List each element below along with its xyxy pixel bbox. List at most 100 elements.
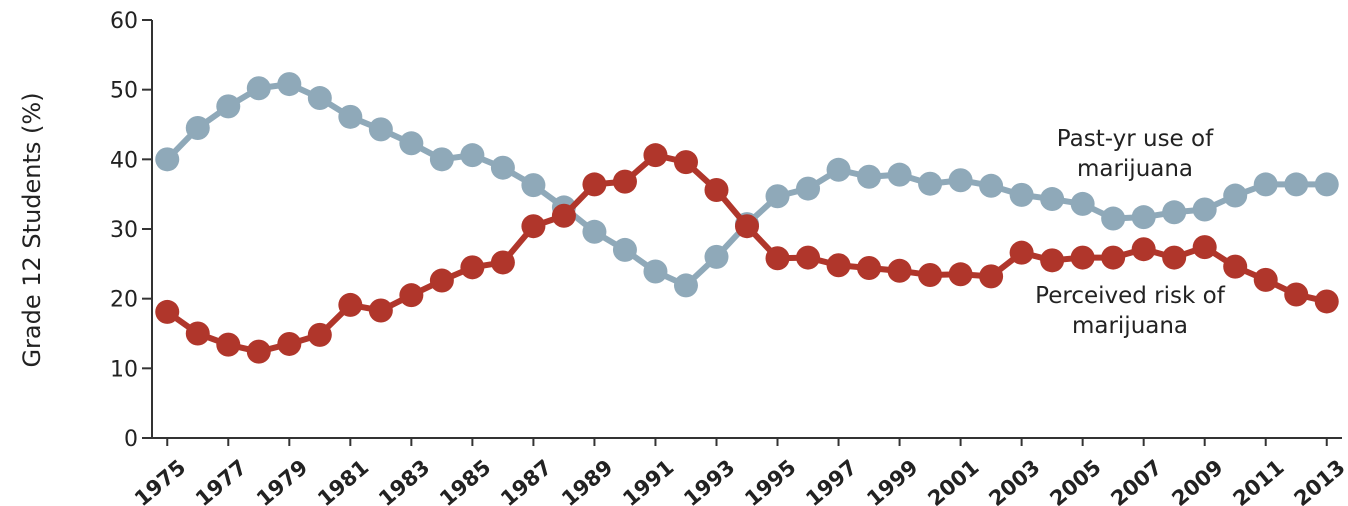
data-point — [155, 299, 180, 324]
y-tick-label: 0 — [124, 427, 138, 452]
data-point — [826, 157, 851, 182]
data-point — [429, 147, 454, 172]
data-point — [673, 273, 698, 298]
data-point — [826, 253, 851, 278]
data-point — [185, 115, 210, 140]
x-tick-label: 1985 — [435, 455, 495, 506]
data-point — [704, 244, 729, 269]
y-tick-label: 60 — [110, 9, 138, 34]
x-tick-label: 1983 — [374, 455, 434, 506]
data-point — [490, 250, 515, 275]
data-point — [521, 214, 546, 239]
data-point — [765, 184, 790, 209]
data-point — [277, 72, 302, 97]
x-tick-label: 1981 — [313, 455, 373, 506]
data-point — [735, 214, 759, 239]
data-point — [307, 322, 332, 347]
y-tick-label: 20 — [110, 288, 138, 313]
data-point — [979, 173, 1004, 198]
x-tick-label: 1991 — [618, 455, 678, 506]
data-point — [612, 169, 637, 194]
x-tick-label: 1999 — [862, 455, 922, 506]
data-point — [1314, 172, 1339, 197]
data-point — [612, 237, 637, 262]
series-label: Past-yr use of marijuana — [1056, 126, 1214, 182]
data-point — [460, 255, 485, 280]
data-point — [918, 171, 943, 196]
data-point — [1040, 248, 1065, 273]
x-tick-label: 1979 — [252, 455, 312, 506]
data-point — [338, 104, 363, 129]
data-point — [490, 155, 515, 180]
data-point — [918, 262, 943, 287]
data-point — [246, 339, 271, 364]
data-point — [643, 143, 668, 168]
data-point — [1070, 245, 1095, 270]
x-tick-label: 1987 — [496, 455, 556, 506]
x-tick-label: 2009 — [1167, 455, 1227, 506]
data-point — [399, 283, 424, 308]
data-point — [796, 176, 821, 201]
y-tick-label: 10 — [110, 357, 138, 382]
data-point — [155, 147, 180, 172]
data-point — [1284, 172, 1309, 197]
data-point — [1253, 267, 1278, 292]
data-point — [673, 150, 698, 175]
data-point — [582, 172, 607, 197]
data-point — [1314, 289, 1339, 314]
x-tick-label: 1975 — [130, 455, 190, 506]
data-point — [216, 94, 241, 119]
data-point — [887, 162, 912, 187]
data-point — [1223, 254, 1248, 279]
data-point — [948, 262, 973, 287]
x-tick-label: 2013 — [1290, 455, 1348, 506]
x-tick-label: 2007 — [1106, 455, 1166, 506]
x-tick-label: 2001 — [923, 455, 983, 506]
series-label: Perceived risk of marijuana — [1035, 283, 1225, 339]
x-tick-label: 1995 — [740, 455, 800, 506]
data-point — [216, 332, 241, 357]
data-point — [1223, 183, 1248, 208]
data-point — [1284, 282, 1309, 307]
y-tick-label: 40 — [110, 148, 138, 173]
data-point — [1101, 245, 1126, 270]
data-point — [1009, 182, 1034, 207]
data-point — [1131, 205, 1156, 230]
data-point — [1162, 245, 1187, 270]
data-point — [887, 258, 912, 283]
data-point — [185, 321, 210, 346]
data-point — [857, 256, 882, 281]
data-point — [1192, 235, 1217, 260]
y-tick-label: 50 — [110, 79, 138, 104]
data-point — [307, 86, 332, 111]
data-point — [338, 292, 363, 317]
data-point — [1040, 187, 1065, 212]
data-point — [582, 219, 607, 244]
y-axis-label: Grade 12 Students (%) — [18, 92, 46, 367]
data-point — [796, 245, 821, 270]
data-point — [1253, 172, 1278, 197]
data-point — [368, 117, 393, 142]
data-point — [1101, 206, 1126, 231]
x-tick-label: 1997 — [801, 455, 861, 506]
y-tick-label: 30 — [110, 218, 138, 243]
x-tick-label: 1977 — [191, 455, 251, 506]
data-point — [1162, 200, 1187, 225]
data-point — [704, 177, 729, 202]
data-point — [460, 143, 485, 168]
data-point — [765, 246, 790, 271]
data-point — [857, 164, 882, 189]
data-point — [521, 173, 546, 198]
data-point — [643, 259, 668, 284]
data-point — [1009, 240, 1034, 265]
x-tick-label: 1989 — [557, 455, 617, 506]
data-point — [551, 203, 576, 228]
data-point — [429, 268, 454, 293]
data-point — [979, 264, 1004, 289]
data-point — [1131, 237, 1156, 262]
data-point — [948, 168, 973, 193]
x-tick-label: 1993 — [679, 455, 739, 506]
data-point — [1070, 191, 1095, 216]
